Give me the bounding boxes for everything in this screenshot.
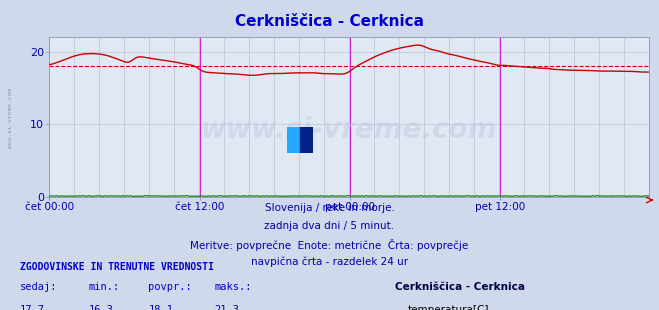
Text: Cerkniščica - Cerknica: Cerkniščica - Cerknica: [235, 14, 424, 29]
Bar: [300, 127, 313, 153]
Text: www.si-vreme.com: www.si-vreme.com: [8, 88, 13, 148]
Bar: [287, 127, 300, 153]
Text: maks.:: maks.:: [214, 282, 252, 292]
Text: povpr.:: povpr.:: [148, 282, 192, 292]
Text: ZGODOVINSKE IN TRENUTNE VREDNOSTI: ZGODOVINSKE IN TRENUTNE VREDNOSTI: [20, 262, 214, 272]
Text: Slovenija / reke in morje.: Slovenija / reke in morje.: [264, 203, 395, 213]
Text: Cerkniščica - Cerknica: Cerkniščica - Cerknica: [395, 282, 525, 292]
Text: zadnja dva dni / 5 minut.: zadnja dva dni / 5 minut.: [264, 221, 395, 231]
Text: sedaj:: sedaj:: [20, 282, 57, 292]
Text: www.si-vreme.com: www.si-vreme.com: [201, 116, 498, 144]
Text: Meritve: povprečne  Enote: metrične  Črta: povprečje: Meritve: povprečne Enote: metrične Črta:…: [190, 239, 469, 251]
Text: 16,3: 16,3: [89, 305, 114, 310]
Text: 17,7: 17,7: [20, 305, 45, 310]
Text: min.:: min.:: [89, 282, 120, 292]
Text: navpična črta - razdelek 24 ur: navpična črta - razdelek 24 ur: [251, 257, 408, 268]
Text: 21,3: 21,3: [214, 305, 239, 310]
Text: temperatura[C]: temperatura[C]: [407, 305, 489, 310]
Text: 18,1: 18,1: [148, 305, 173, 310]
